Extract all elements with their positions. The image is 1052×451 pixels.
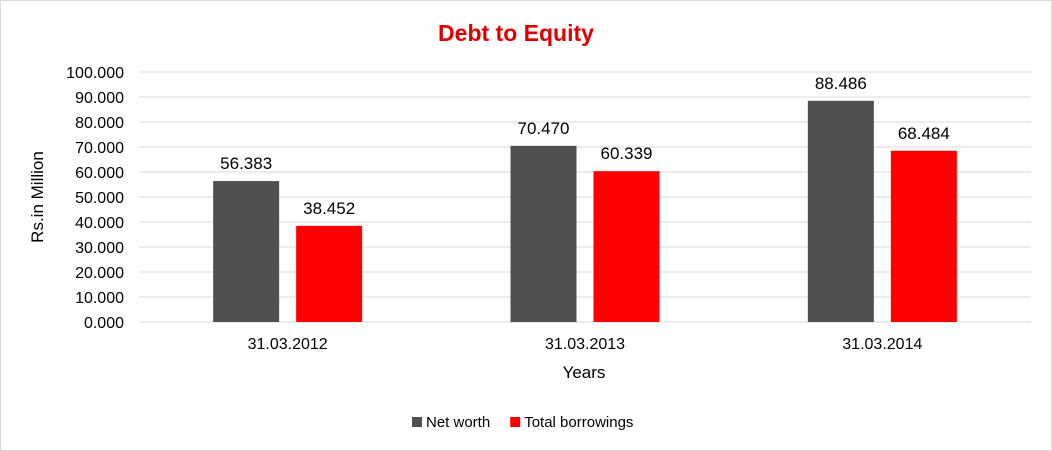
y-tick-label: 90.000 xyxy=(75,90,124,107)
bar-total-borrowings xyxy=(890,150,957,322)
legend-label: Net worth xyxy=(426,414,490,431)
bar-total-borrowings xyxy=(593,171,660,322)
data-label: 60.339 xyxy=(601,144,653,163)
data-label: 56.383 xyxy=(220,154,272,173)
chart-title: Debt to Equity xyxy=(438,20,594,46)
data-labels: 56.383 38.452 70.470 60.339 88.486 68.484 xyxy=(220,74,950,218)
data-label: 68.484 xyxy=(898,124,950,143)
bar-net-worth xyxy=(807,100,874,322)
data-label: 88.486 xyxy=(815,74,867,93)
y-tick-label: 10.000 xyxy=(75,290,124,307)
x-axis-title: Years xyxy=(563,363,606,382)
legend-swatch xyxy=(412,417,422,427)
bar-total-borrowings xyxy=(296,225,363,322)
x-category-label: 31.03.2013 xyxy=(545,336,625,353)
x-category-label: 31.03.2014 xyxy=(842,336,922,353)
bar-net-worth xyxy=(510,145,577,322)
y-tick-label: 20.000 xyxy=(75,265,124,282)
y-tick-label: 40.000 xyxy=(75,215,124,232)
legend-swatch xyxy=(510,417,521,427)
y-tick-label: 60.000 xyxy=(75,165,124,182)
x-category-label: 31.03.2012 xyxy=(248,336,328,353)
y-tick-label: 50.000 xyxy=(75,190,124,207)
y-axis-ticks: 0.000 10.000 20.000 30.000 40.000 50.000 60.00… xyxy=(66,65,124,332)
data-label: 38.452 xyxy=(303,199,355,218)
data-label: 70.470 xyxy=(518,119,570,138)
gridlines xyxy=(139,71,1031,323)
y-tick-label: 0.000 xyxy=(84,315,124,332)
y-tick-label: 70.000 xyxy=(75,140,124,157)
bars xyxy=(213,100,957,322)
y-tick-label: 80.000 xyxy=(75,115,124,132)
y-axis-title: Rs.in Million xyxy=(28,151,47,243)
y-tick-label: 30.000 xyxy=(75,240,124,257)
x-axis-categories: 31.03.2012 31.03.2013 31.03.2014 xyxy=(248,336,923,353)
legend: Net worth Total borrowings xyxy=(412,414,633,431)
y-tick-label: 100.000 xyxy=(66,65,124,82)
bar-net-worth xyxy=(213,181,280,322)
legend-label: Total borrowings xyxy=(524,414,633,431)
